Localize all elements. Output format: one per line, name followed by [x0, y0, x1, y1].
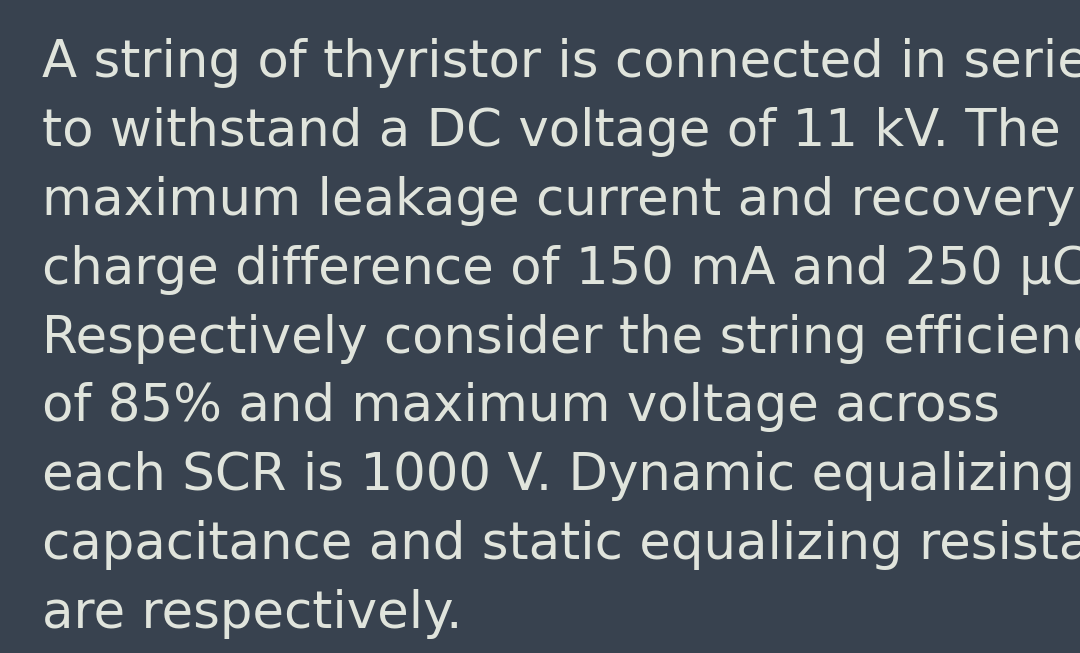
- Text: maximum leakage current and recovery: maximum leakage current and recovery: [42, 176, 1076, 226]
- Text: capacitance and static equalizing resistance: capacitance and static equalizing resist…: [42, 520, 1080, 570]
- Text: of 85% and maximum voltage across: of 85% and maximum voltage across: [42, 383, 1000, 432]
- Text: to withstand a DC voltage of 11 kV. The: to withstand a DC voltage of 11 kV. The: [42, 107, 1061, 157]
- Text: each SCR is 1000 V. Dynamic equalizing: each SCR is 1000 V. Dynamic equalizing: [42, 451, 1075, 502]
- Text: Respectively consider the string efficiency: Respectively consider the string efficie…: [42, 313, 1080, 364]
- Text: A string of thyristor is connected in series: A string of thyristor is connected in se…: [42, 38, 1080, 88]
- Text: are respectively.: are respectively.: [42, 589, 462, 639]
- Text: charge difference of 150 mA and 250 μC.: charge difference of 150 mA and 250 μC.: [42, 245, 1080, 295]
